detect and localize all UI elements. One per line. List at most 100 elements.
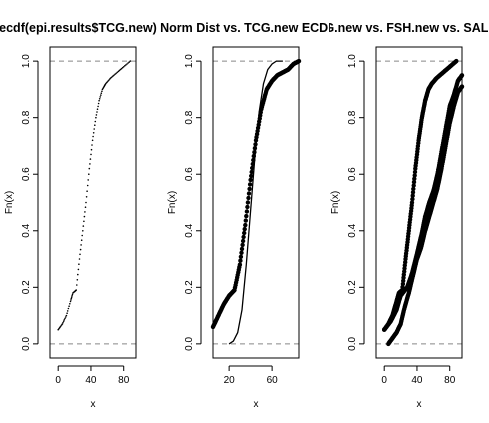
- data-point: [61, 323, 64, 325]
- data-point: [412, 173, 417, 178]
- data-point: [83, 220, 85, 223]
- data-point: [245, 200, 251, 205]
- data-point: [89, 158, 92, 160]
- data-point: [412, 176, 417, 181]
- data-point: [114, 73, 116, 76]
- data-point: [411, 179, 417, 185]
- data-point: [62, 320, 65, 323]
- data-point: [409, 200, 415, 205]
- data-point: [92, 132, 95, 134]
- data-point: [93, 128, 95, 130]
- data-point: [97, 105, 99, 108]
- data-point: [66, 310, 69, 312]
- data-point: [242, 226, 247, 232]
- data-point: [82, 230, 84, 232]
- x-tick-label: 80: [444, 375, 456, 386]
- data-point: [116, 71, 118, 74]
- data-point: [90, 148, 93, 151]
- data-point: [98, 98, 101, 100]
- data-point: [67, 307, 70, 310]
- data-point: [410, 193, 415, 198]
- data-point: [410, 190, 416, 195]
- data-point: [98, 99, 100, 102]
- data-point: [100, 94, 102, 96]
- data-point: [237, 262, 243, 267]
- data-point: [97, 102, 100, 105]
- data-point: [68, 305, 70, 308]
- data-point: [66, 312, 68, 315]
- data-point: [80, 239, 83, 241]
- series-1: [210, 58, 302, 330]
- data-point: [63, 319, 66, 321]
- y-tick-label: 0.8: [347, 110, 358, 124]
- data-point: [110, 76, 113, 78]
- y-tick-label: 0.0: [184, 336, 195, 350]
- data-point: [94, 120, 97, 123]
- data-point: [240, 238, 246, 244]
- data-point: [85, 196, 88, 198]
- chart-panel-3: TCG.new vs. FSH.new vs. SAL.new 0.0 0.2 0.4…: [330, 21, 489, 410]
- y-tick-label: 0.6: [184, 167, 195, 181]
- data-point: [69, 303, 71, 305]
- data-point: [99, 96, 101, 98]
- data-point: [86, 184, 89, 187]
- x-tick-label: 80: [118, 375, 130, 386]
- data-point: [412, 169, 418, 175]
- y-tick-label: 0.8: [184, 110, 195, 124]
- data-point: [78, 263, 80, 266]
- data-point: [95, 114, 98, 116]
- data-point: [411, 183, 416, 188]
- y-tick-label: 0.2: [184, 280, 195, 294]
- chart-title: ecdf(epi.results$TCG.new): [0, 21, 157, 35]
- data-point: [238, 258, 243, 263]
- data-point: [101, 90, 103, 93]
- x-tick-label: 40: [411, 375, 423, 386]
- data-point: [122, 66, 125, 68]
- y-tick-label: 0.4: [184, 223, 195, 237]
- data-point: [244, 209, 250, 214]
- data-point: [240, 242, 245, 248]
- plot-frame: [49, 46, 137, 359]
- x-axis-label: x: [254, 399, 259, 410]
- data-point: [239, 246, 245, 252]
- data-point: [84, 206, 87, 208]
- plot-frame: [375, 46, 463, 359]
- data-point: [109, 77, 112, 79]
- data-point: [118, 69, 121, 72]
- y-tick-label: 0.4: [347, 223, 358, 237]
- data-point: [125, 64, 127, 66]
- plot-frame: [212, 46, 300, 359]
- data-point: [96, 108, 99, 110]
- data-point: [71, 293, 74, 296]
- data-point: [127, 62, 129, 64]
- data-point: [121, 66, 124, 69]
- data-point: [78, 258, 81, 260]
- data-point: [87, 179, 89, 181]
- data-point: [129, 60, 132, 62]
- y-tick-label: 0.2: [347, 280, 358, 294]
- data-point: [239, 250, 244, 255]
- data-point: [403, 260, 408, 265]
- data-point: [77, 268, 80, 271]
- x-axis-label: x: [91, 399, 96, 410]
- data-point: [249, 173, 254, 179]
- data-point: [243, 222, 248, 228]
- y-axis-label: Fn(x): [330, 191, 341, 214]
- data-point: [88, 167, 91, 170]
- chart-panel-2: Norm Dist vs. TCG.new ECDF 0.0 0.2 0.4 0.6 0.…: [160, 21, 330, 410]
- data-point: [75, 289, 77, 291]
- y-tick-label: 1.0: [21, 54, 32, 68]
- data-point: [70, 296, 73, 299]
- data-point: [79, 248, 82, 251]
- data-point: [64, 316, 67, 318]
- data-point: [88, 173, 90, 175]
- data-point: [76, 279, 79, 281]
- x-tick-label: 20: [224, 375, 236, 386]
- data-point: [248, 177, 253, 183]
- data-point: [100, 92, 103, 94]
- y-tick-label: 0.4: [21, 223, 32, 237]
- data-point: [247, 186, 252, 192]
- series-2: [228, 60, 283, 345]
- data-point: [85, 201, 87, 204]
- data-point: [241, 234, 246, 240]
